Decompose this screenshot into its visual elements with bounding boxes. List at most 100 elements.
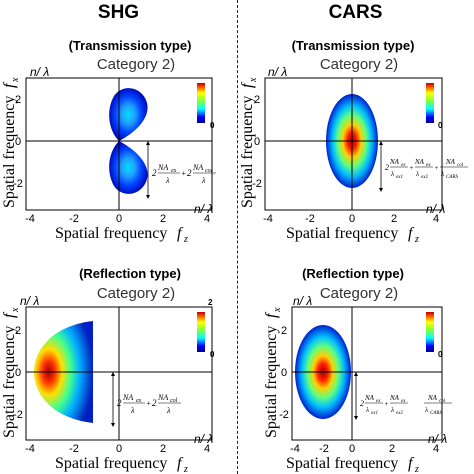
panel-category-label: Category 2) <box>96 56 176 73</box>
y-tick-label: 2 <box>254 94 260 106</box>
plot-frame <box>291 306 443 441</box>
panel-type-label: (Transmission type) <box>291 38 415 53</box>
svg-text:λ: λ <box>201 176 206 185</box>
heatmap-region <box>109 141 148 194</box>
x-tick-label: 2 <box>160 213 166 225</box>
svg-text:λ: λ <box>365 406 369 414</box>
y-tick-label: -2 <box>13 409 23 421</box>
panel-category-label: Category 2) <box>319 285 399 302</box>
svg-text:λ: λ <box>130 406 135 415</box>
shg-reflection-plot: -4 -2 0 2 4 2 0 -2 n/ λ n/ λ 2 0 2 NA ex… <box>1 294 215 474</box>
cars-reflection-plot: -4 -2 0 2 4 2 0 -2 n/ λ n/ λ 0 2 NA ex λ… <box>263 294 452 474</box>
x-tick-label: 0 <box>349 213 355 225</box>
plot-frame <box>25 306 213 441</box>
colorbar <box>426 312 434 352</box>
x-tick-label: 0 <box>116 213 122 225</box>
x-tick-label: -2 <box>305 213 315 225</box>
colorbar-min: 0 <box>438 350 443 359</box>
x-tick-label: 4 <box>204 443 210 455</box>
svg-text:+: + <box>181 169 186 178</box>
svg-text:+: + <box>146 399 151 408</box>
svg-text:2: 2 <box>385 163 389 172</box>
svg-text:λ: λ <box>390 406 394 414</box>
svg-text:NA: NA <box>445 158 456 166</box>
formula: 2 NA ex λ + 2 NA col λ <box>152 163 216 185</box>
y-axis-title: Spatial frequency <box>1 96 18 208</box>
x-tick-label: 2 <box>160 443 166 455</box>
x-tick-label: -2 <box>69 213 79 225</box>
x-tick-label: -4 <box>25 213 35 225</box>
unit-label: n/ λ <box>194 202 213 216</box>
y-axis-title: Spatial frequency <box>239 96 256 208</box>
x-tick-label: -2 <box>319 443 329 455</box>
svg-text:NA: NA <box>157 393 168 402</box>
svg-text:ex1: ex1 <box>396 175 403 180</box>
y-axis-symbol: f <box>263 311 280 318</box>
y-axis-subscript: x <box>10 77 21 83</box>
x-axis-title: Spatial frequency <box>286 455 398 472</box>
svg-text:+: + <box>384 400 389 408</box>
y-tick-label: 0 <box>254 136 260 148</box>
x-tick-label: 2 <box>389 443 395 455</box>
svg-text:2: 2 <box>187 168 192 178</box>
y-tick-label: -2 <box>13 178 23 190</box>
unit-label: n/ λ <box>426 202 445 216</box>
column-title-shg: SHG <box>97 2 140 23</box>
colorbar-min: 0 <box>210 121 215 130</box>
svg-text:λ: λ <box>424 406 428 414</box>
svg-text:ex: ex <box>401 163 406 168</box>
y-tick-label: -2 <box>279 409 289 421</box>
colorbar-max: 2 <box>208 298 213 307</box>
colorbar-min: 0 <box>210 350 215 359</box>
y-axis-symbol: f <box>1 311 18 318</box>
y-axis-subscript: x <box>248 77 259 83</box>
svg-text:λ: λ <box>390 170 394 178</box>
x-tick-label: 4 <box>433 213 439 225</box>
svg-text:CARS: CARS <box>430 411 442 416</box>
unit-label: n/ λ <box>293 294 312 308</box>
y-axis-subscript: x <box>10 307 21 313</box>
y-axis-symbol: f <box>239 81 256 88</box>
panel-category-label: Category 2) <box>319 56 399 73</box>
x-tick-label: -2 <box>69 443 79 455</box>
svg-text:NA: NA <box>364 394 375 402</box>
svg-text:ex2: ex2 <box>421 175 428 180</box>
svg-text:2: 2 <box>152 398 157 408</box>
x-axis-symbol: f <box>408 455 415 472</box>
y-tick-label: 2 <box>281 325 287 337</box>
shg-transmission-plot: -4 -2 0 2 4 2 0 -2 n/ λ n/ λ 0 2 NA ex λ… <box>1 65 216 245</box>
y-tick-label: 0 <box>15 136 21 148</box>
svg-text:NA: NA <box>389 394 400 402</box>
x-tick-label: 0 <box>116 443 122 455</box>
x-axis-subscript: z <box>183 464 188 474</box>
y-tick-label: 0 <box>15 367 21 379</box>
y-axis-subscript: x <box>272 307 283 313</box>
x-axis-title: Spatial frequency <box>55 455 167 472</box>
svg-text:ex: ex <box>171 168 177 174</box>
x-axis-title: Spatial frequency <box>286 225 398 242</box>
formula: 2 NA ex λ + 2 NA col λ <box>117 393 181 415</box>
panel-type-label: (Reflection type) <box>79 266 181 281</box>
panel-type-label: (Reflection type) <box>302 266 404 281</box>
x-tick-label: 4 <box>204 213 210 225</box>
svg-text:ex1: ex1 <box>371 411 378 416</box>
svg-text:λ: λ <box>165 176 170 185</box>
x-tick-label: 0 <box>349 443 355 455</box>
svg-text:+: + <box>409 164 414 172</box>
svg-text:λ: λ <box>415 170 419 178</box>
colorbar <box>197 312 205 352</box>
plot-frame <box>264 77 443 211</box>
x-tick-label: -4 <box>263 213 273 225</box>
svg-text:col: col <box>205 168 213 174</box>
y-tick-label: -2 <box>252 178 262 190</box>
svg-text:ex2: ex2 <box>396 411 403 416</box>
formula: 2 NA ex λ ex1 + NA ex λ ex2 NA col λ CAR… <box>360 394 452 416</box>
svg-text:ex: ex <box>401 399 406 404</box>
unit-label: n/ λ <box>428 432 447 446</box>
unit-label: n/ λ <box>194 432 213 446</box>
column-title-cars: CARS <box>328 2 383 23</box>
y-axis-title: Spatial frequency <box>1 326 18 438</box>
y-axis-symbol: f <box>1 81 18 88</box>
svg-text:col: col <box>457 163 464 168</box>
svg-text:NA: NA <box>427 394 438 402</box>
